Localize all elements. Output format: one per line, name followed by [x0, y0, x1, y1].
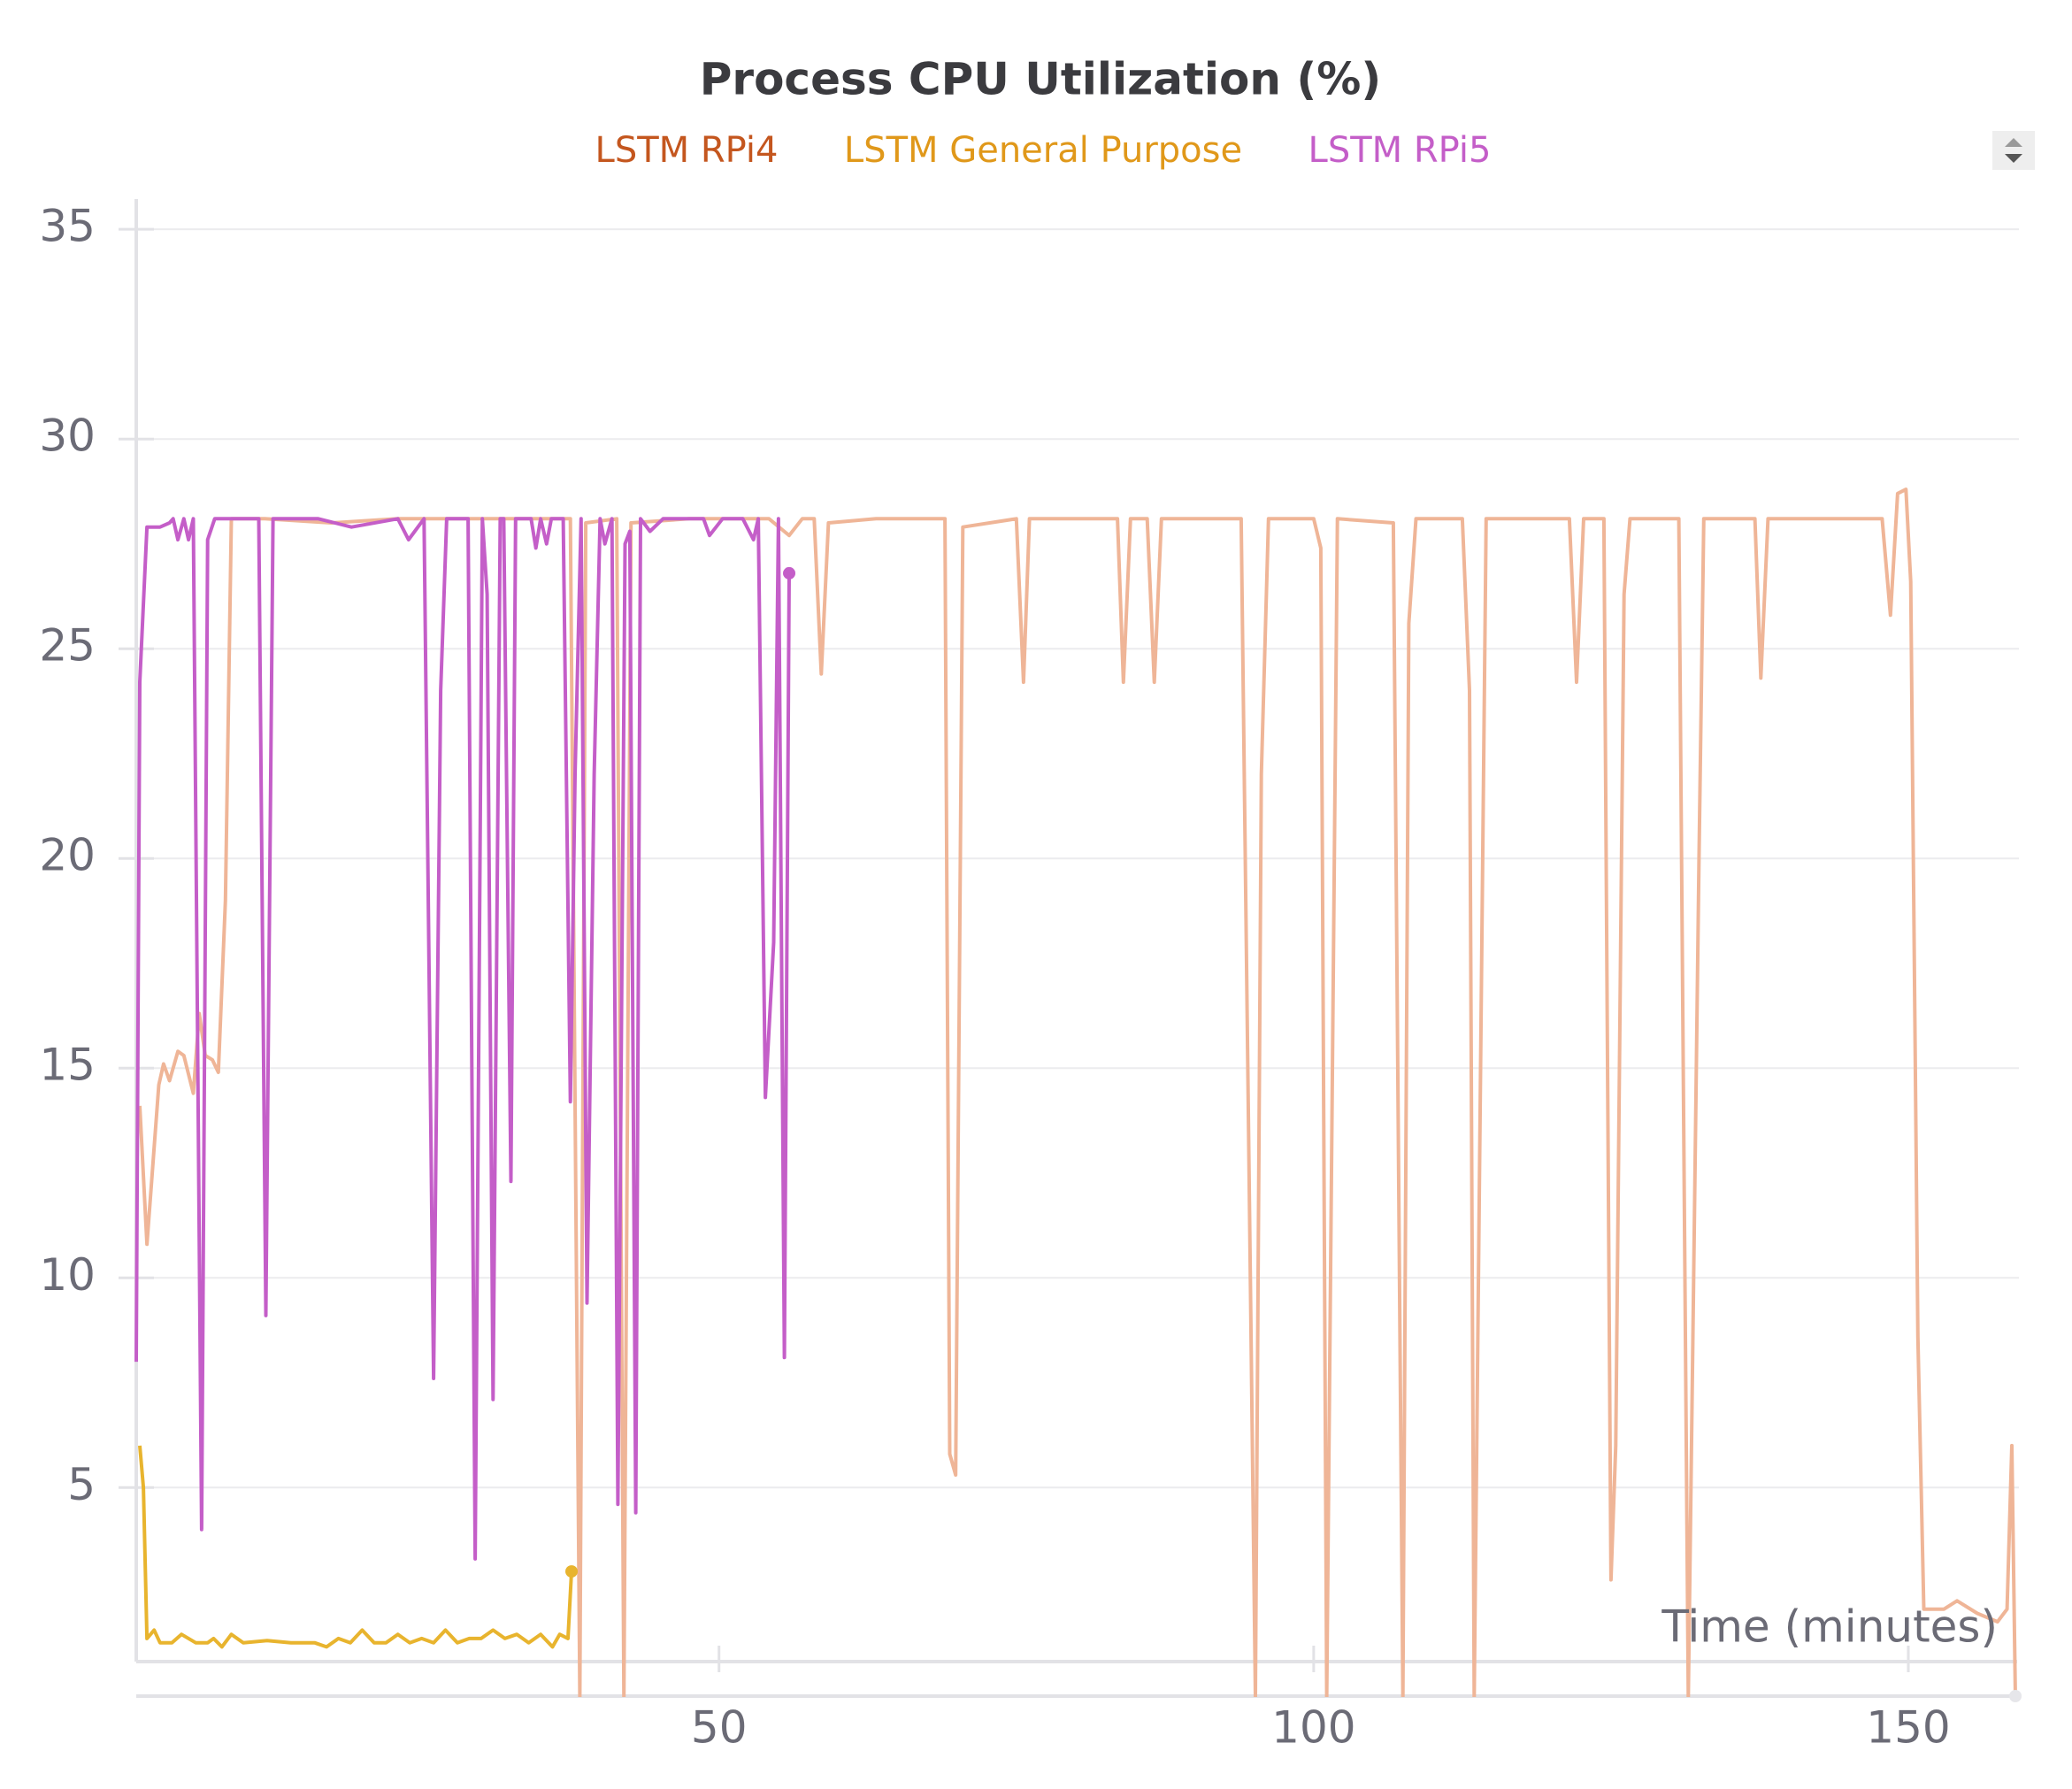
grid: 5 10 15 20 25 30 35 50 100 150 — [39, 201, 2019, 1754]
x-tick-label: 150 — [1866, 1702, 1950, 1754]
x-tick-label: 100 — [1271, 1702, 1355, 1754]
scroll-up[interactable] — [2005, 138, 2022, 147]
y-tick-label: 35 — [39, 201, 96, 252]
series-end-marker — [565, 1565, 579, 1578]
x-tick-label: 50 — [691, 1702, 748, 1754]
x-axis-label: Time (minutes) — [1661, 1601, 1998, 1653]
series-end-marker — [2009, 1690, 2022, 1702]
legend-scroll-bg[interactable] — [1992, 131, 2035, 170]
scroll-down[interactable] — [2005, 154, 2022, 163]
series-end-marker — [783, 566, 796, 580]
legend-entry: LSTM General Purpose — [844, 130, 1242, 171]
series-line — [138, 488, 2017, 1697]
legend-entry: LSTM RPi4 — [595, 130, 779, 171]
y-tick-label: 10 — [39, 1249, 96, 1301]
lines — [134, 488, 2017, 1697]
legend-scroll[interactable] — [1992, 131, 2035, 170]
y-tick-label: 25 — [39, 620, 96, 672]
chart-title: Process CPU Utilization (%) — [700, 54, 1381, 105]
y-tick-label: 20 — [39, 830, 96, 881]
y-tick-label: 15 — [39, 1040, 96, 1091]
y-tick-label: 30 — [39, 411, 96, 462]
legend-entry: LSTM RPi5 — [1308, 130, 1492, 171]
y-tick-label: 5 — [67, 1459, 96, 1510]
series-line — [138, 1445, 573, 1649]
series-line — [134, 517, 791, 1561]
